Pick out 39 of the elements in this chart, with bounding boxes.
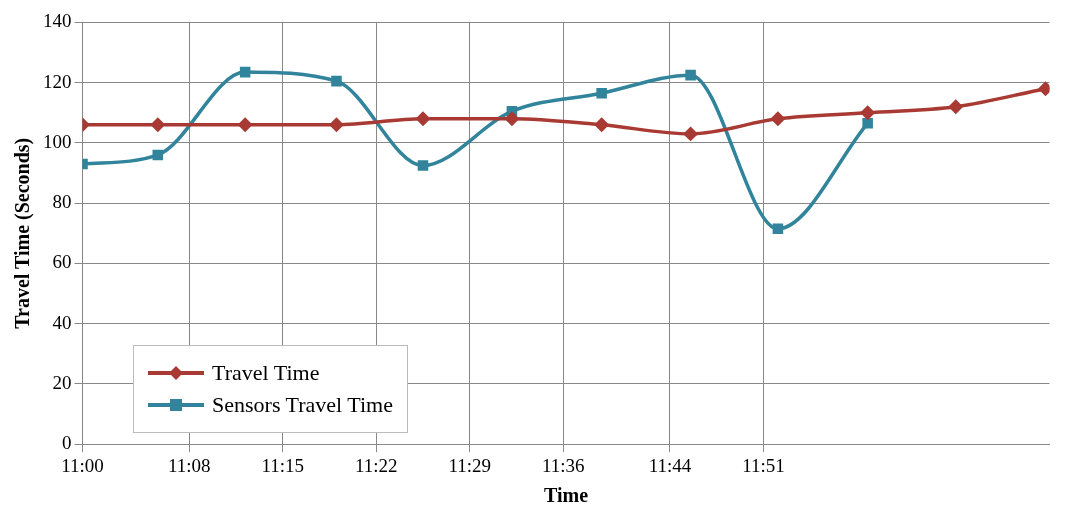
y-tick-label: 60 <box>52 251 72 273</box>
x-tick-label: 11:36 <box>541 454 585 476</box>
point <box>685 69 696 81</box>
point <box>331 75 342 87</box>
x-tick-label: 11:15 <box>261 454 305 476</box>
x-tick-label: 11:08 <box>168 454 211 476</box>
legend-label: Sensors Travel Time <box>212 392 393 418</box>
point <box>329 118 344 132</box>
y-tick-label: 0 <box>62 432 72 454</box>
y-tick-label: 140 <box>43 10 72 32</box>
point <box>683 127 698 141</box>
point <box>772 223 784 235</box>
x-axis-title: Time <box>543 484 589 507</box>
point <box>151 118 165 132</box>
point <box>417 160 429 171</box>
point <box>505 112 519 126</box>
point <box>1038 81 1050 96</box>
y-tick-label: 80 <box>52 191 72 213</box>
point <box>949 100 963 114</box>
point <box>416 112 430 126</box>
point <box>862 118 873 129</box>
point <box>860 106 875 120</box>
point <box>771 112 785 126</box>
point <box>238 118 252 132</box>
point <box>152 149 164 161</box>
y-tick-label: 100 <box>43 130 72 152</box>
x-tick-label: 11:22 <box>355 454 398 476</box>
y-tick-label: 120 <box>43 70 72 92</box>
y-tick-label: 20 <box>52 371 72 393</box>
x-tick-label: 11:29 <box>448 454 491 476</box>
point <box>596 87 607 99</box>
y-axis-title: Travel Time (Seconds) <box>11 137 35 329</box>
x-tick-label: 11:44 <box>648 454 692 476</box>
legend-label: Travel Time <box>212 360 320 386</box>
x-tick-label: 11:51 <box>742 454 785 476</box>
y-tick-label: 40 <box>52 311 72 333</box>
point <box>594 118 609 132</box>
x-tick-label: 11:00 <box>61 454 104 476</box>
point <box>239 66 251 78</box>
